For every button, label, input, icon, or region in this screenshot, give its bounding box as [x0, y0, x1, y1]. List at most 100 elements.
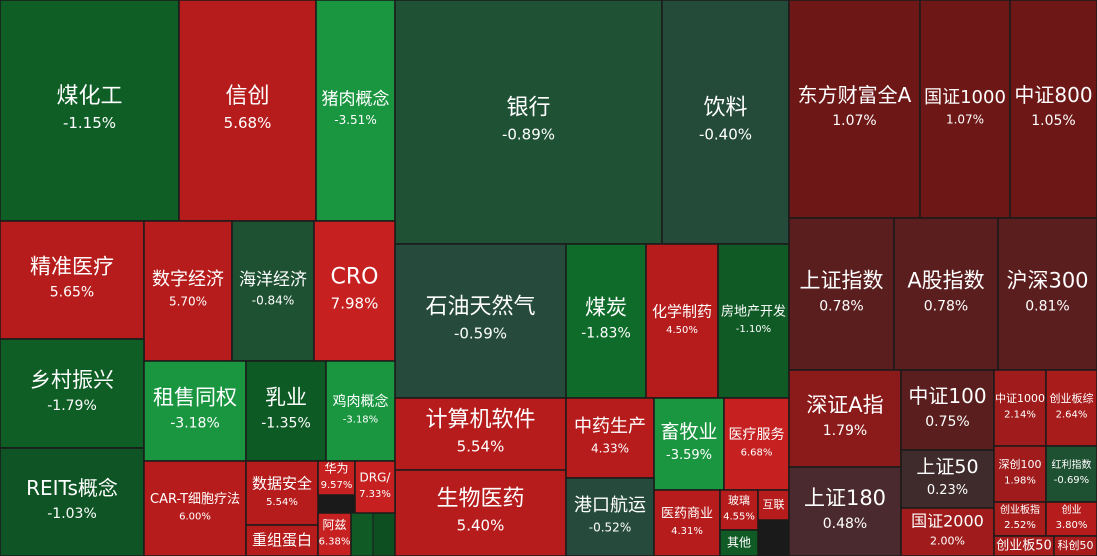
tile	[900, 369, 995, 451]
tile-label: 中药生产	[574, 416, 646, 437]
tile	[993, 369, 1047, 447]
tile-value: 0.81%	[1025, 299, 1069, 315]
tile-value: -0.59%	[454, 325, 507, 343]
tile-value: -1.03%	[47, 506, 97, 522]
tile-value: 1.07%	[832, 113, 876, 129]
tile	[661, 0, 790, 245]
tile	[0, 220, 145, 340]
tile-label: 东方财富全A	[798, 83, 912, 107]
tile-value: 7.33%	[359, 489, 391, 500]
tile-label: 乡村振兴	[30, 368, 114, 392]
tile-label: 阿兹	[322, 518, 346, 532]
tile-label: 中证100	[908, 384, 986, 408]
tile-value: 5.68%	[224, 114, 272, 132]
small-tile	[372, 512, 396, 556]
tile-value: 1.98%	[1004, 476, 1036, 487]
tile	[317, 460, 356, 496]
tile	[354, 460, 396, 514]
tile-label: 乳业	[265, 385, 307, 409]
tile-label: 上证180	[804, 486, 886, 510]
tile	[143, 220, 233, 362]
tile-value: -0.69%	[1054, 475, 1089, 486]
tile-value: 5.54%	[457, 438, 505, 456]
tile	[325, 360, 396, 462]
tile	[0, 447, 145, 556]
tile-value: -0.40%	[699, 126, 752, 144]
tile-label: 计算机软件	[425, 408, 535, 433]
tile-label: 鸡肉概念	[333, 393, 389, 410]
tile-value: 5.54%	[266, 497, 298, 508]
tile	[788, 0, 921, 219]
tile-label: 创业板指	[1000, 503, 1040, 516]
tile-label: 租售同权	[153, 385, 237, 409]
tile-label: 饮料	[703, 96, 747, 121]
tile	[723, 397, 790, 491]
tile	[900, 507, 995, 556]
tile	[757, 489, 790, 521]
tile-value: 0.78%	[924, 299, 968, 315]
tile-label: 海洋经济	[239, 270, 307, 290]
tile-label: 上证50	[916, 456, 978, 478]
tile	[245, 460, 319, 526]
tile-label: 数字经济	[152, 269, 224, 290]
tile-value: 2.14%	[1004, 410, 1036, 421]
tile-value: -3.51%	[334, 113, 376, 127]
tile	[143, 360, 247, 462]
tile-value: 5.40%	[457, 517, 505, 535]
small-tile	[350, 512, 374, 556]
tile	[143, 460, 247, 556]
tile-value: 4.31%	[671, 526, 703, 537]
tile-label: 玻璃	[728, 493, 750, 507]
tile-label: 精准医疗	[30, 254, 114, 278]
tile-value: -1.83%	[581, 326, 631, 342]
tile	[1053, 535, 1097, 556]
tile-label: 房地产开发	[721, 304, 786, 320]
tile-value: -3.18%	[170, 416, 220, 432]
tile-label: 红利指数	[1052, 458, 1092, 471]
tile-label: 煤炭	[585, 295, 627, 319]
tile-label: 港口航运	[574, 495, 646, 516]
tile-label: 国证2000	[911, 512, 984, 531]
tile-label: 化学制药	[652, 303, 712, 321]
tile	[1045, 369, 1097, 447]
tile-value: 2.64%	[1056, 410, 1088, 421]
tile	[719, 489, 759, 531]
tile-value: 4.33%	[591, 441, 629, 455]
tile-label: 石油天然气	[425, 295, 535, 320]
tile	[394, 243, 567, 399]
tile-value: -1.10%	[736, 324, 771, 335]
tile-value: -0.52%	[589, 520, 631, 534]
tile-value: 3.80%	[1056, 520, 1088, 531]
tile	[900, 449, 995, 509]
tile-label: 数据安全	[252, 475, 312, 493]
tile	[997, 217, 1097, 371]
tile	[719, 529, 759, 556]
tile-value: 2.52%	[1004, 520, 1036, 531]
tile	[231, 220, 315, 362]
tile-label: 猪肉概念	[322, 89, 390, 110]
tile-value: 6.00%	[179, 511, 211, 522]
tile	[313, 220, 396, 362]
tile-value: 7.98%	[331, 295, 379, 313]
tile-label: 深证A指	[806, 393, 883, 417]
tile-value: 0.48%	[823, 516, 867, 532]
tile-label: 畜牧业	[660, 421, 717, 443]
tile	[317, 512, 352, 556]
tile-label: DRG/	[360, 471, 392, 485]
tile-value: 4.50%	[666, 325, 698, 336]
tile-value: 2.00%	[930, 535, 965, 548]
tile	[315, 0, 396, 222]
tile	[1045, 445, 1097, 503]
tile-value: 1.05%	[1031, 113, 1075, 129]
tile-value: -3.18%	[343, 414, 378, 425]
tile-value: -1.35%	[261, 416, 311, 432]
tile-label: 上证指数	[800, 268, 884, 292]
tile-label: 中证800	[1014, 83, 1092, 107]
tile-value: 0.23%	[927, 483, 968, 498]
tile	[1009, 0, 1097, 219]
tile	[245, 360, 327, 462]
tile-value: 0.75%	[925, 414, 969, 430]
tile	[394, 469, 567, 556]
tile	[919, 0, 1011, 219]
